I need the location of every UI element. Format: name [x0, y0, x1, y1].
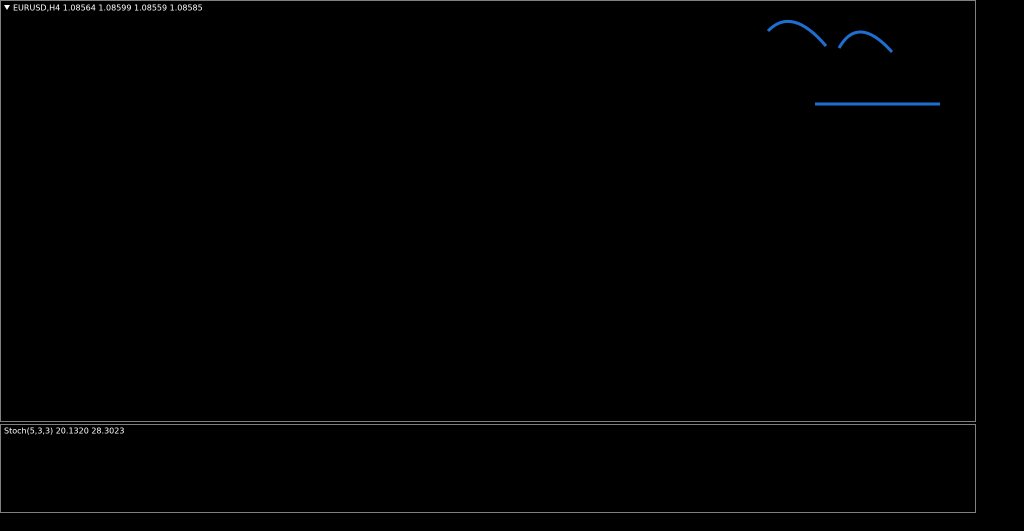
shoulder-shape — [837, 30, 894, 54]
head-shape — [766, 20, 828, 47]
stoch-pane — [0, 424, 976, 513]
text-layer: EURUSD,H4 1.08564 1.08599 1.08559 1.0858… — [4, 4, 203, 436]
stoch-title: Stoch(5,3,3) 20.1320 28.3023 — [4, 427, 124, 436]
chart-title: EURUSD,H4 1.08564 1.08599 1.08559 1.0858… — [13, 4, 203, 13]
main-pane — [0, 0, 976, 422]
annotation-layer — [4, 5, 940, 106]
symbol-icon — [4, 5, 10, 10]
